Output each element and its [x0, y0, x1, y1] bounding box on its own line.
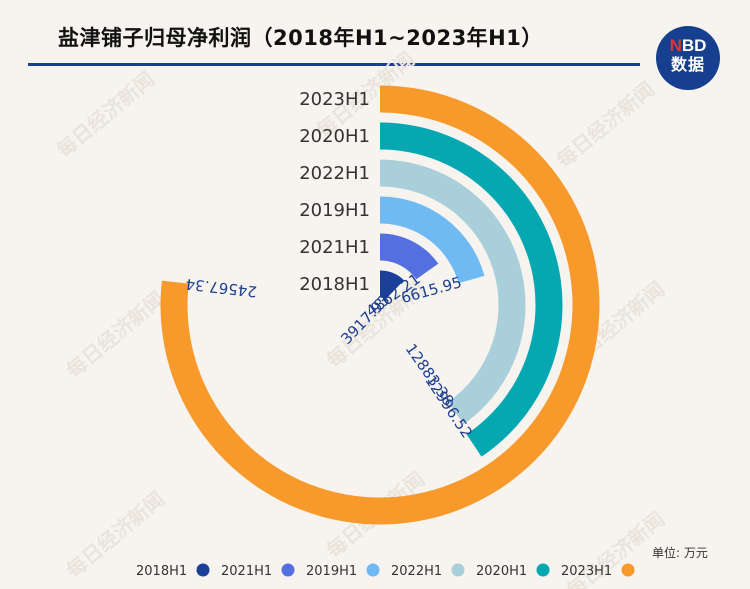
arc-2021H1	[380, 233, 439, 280]
arc-2019H1	[380, 196, 485, 284]
title-underline	[28, 63, 640, 66]
legend-label-2023H1: 2023H1	[561, 564, 612, 579]
category-label-2021H1: 2021H1	[299, 237, 370, 258]
watermark-text: 每日经济新闻	[62, 287, 169, 383]
legend-swatch-2023H1	[621, 563, 635, 577]
category-labels: 2018H1 2021H1 2019H1 2022H1 2020H1 2023H1	[299, 89, 370, 295]
category-label-2023H1: 2023H1	[299, 89, 370, 110]
nbd-logo: NBD 数据	[656, 26, 720, 90]
category-label-2018H1: 2018H1	[299, 274, 370, 295]
legend-swatch-2019H1	[366, 563, 380, 577]
legend-label-2020H1: 2020H1	[476, 564, 527, 579]
legend: 2018H1 2021H1 2019H1 2022H1 2020H1 2023H1	[136, 563, 635, 579]
page-title: 盐津铺子归母净利润（2018年H1~2023年H1）	[58, 26, 543, 50]
arc-2018H1	[380, 270, 404, 300]
legend-swatch-2020H1	[536, 563, 550, 577]
legend-swatch-2021H1	[281, 563, 295, 577]
category-label-2020H1: 2020H1	[299, 126, 370, 147]
unit-label: 单位: 万元	[652, 546, 708, 560]
legend-swatch-2018H1	[196, 563, 210, 577]
legend-label-2021H1: 2021H1	[221, 564, 272, 579]
legend-label-2019H1: 2019H1	[306, 564, 357, 579]
legend-swatch-2022H1	[451, 563, 465, 577]
arc-2020H1	[380, 122, 563, 457]
value-label-2023H1: 24567.34	[185, 275, 258, 301]
chart-arcs	[160, 85, 600, 525]
category-label-2022H1: 2022H1	[299, 163, 370, 184]
logo-line2: 数据	[670, 55, 705, 74]
legend-label-2022H1: 2022H1	[391, 564, 442, 579]
header: 盐津铺子归母净利润（2018年H1~2023年H1） NBD 数据	[0, 0, 750, 90]
watermark-text: 每日经济新闻	[52, 67, 159, 163]
watermark-text: 每日经济新闻	[552, 77, 659, 173]
logo-line1: NBD	[669, 36, 707, 55]
category-label-2019H1: 2019H1	[299, 200, 370, 221]
legend-label-2018H1: 2018H1	[136, 564, 187, 579]
arc-2022H1	[380, 159, 526, 425]
